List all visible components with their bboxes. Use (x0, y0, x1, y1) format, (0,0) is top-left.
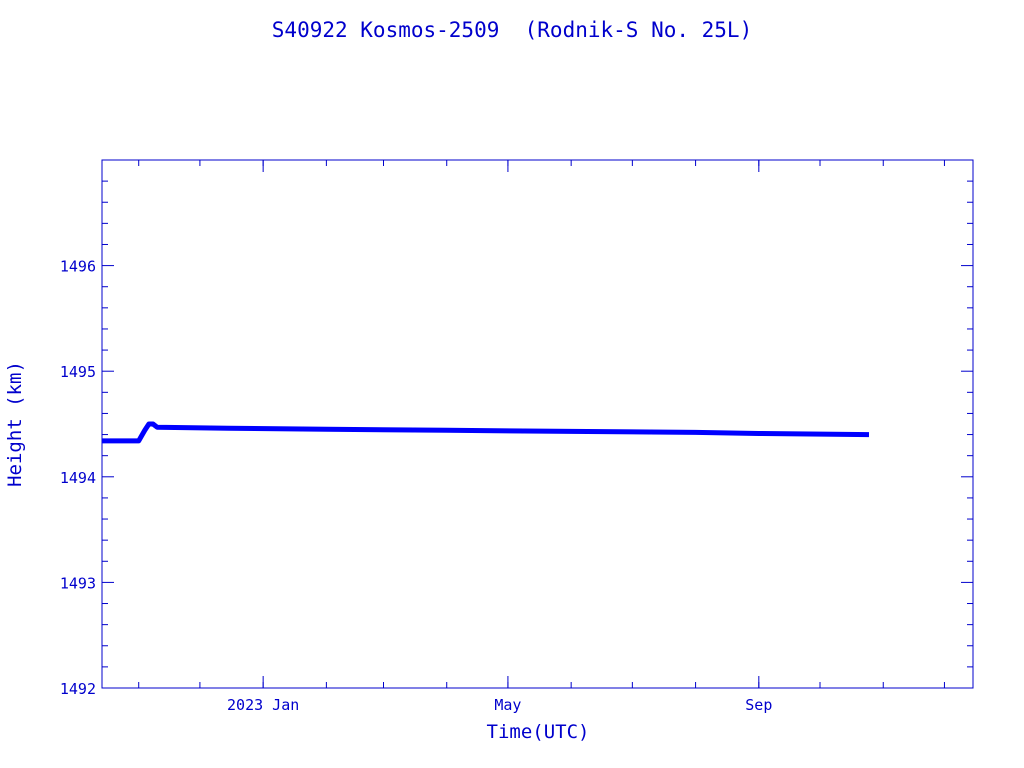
series-line-0 (102, 421, 870, 444)
x-axis-label: Time(UTC) (487, 721, 590, 743)
y-axis-ticks: 1492 1493 1494 1495 1496 (60, 159, 973, 698)
x-tick-label: Sep (745, 696, 772, 714)
y-tick-label: 1494 (60, 469, 96, 487)
x-axis-ticks: 2023 Jan May Sep (138, 160, 945, 714)
y-tick-label: 1495 (60, 363, 96, 381)
x-tick-label: 2023 Jan (227, 696, 299, 714)
series-layer (102, 421, 870, 444)
y-tick-label: 1496 (60, 258, 96, 276)
chart-title: S40922 Kosmos-2509 (Rodnik-S No. 25L) (272, 18, 752, 42)
x-tick-label: May (494, 696, 521, 714)
y-axis-label: Height (km) (4, 361, 26, 487)
plot-frame (101, 159, 974, 689)
y-tick-label: 1493 (60, 574, 96, 592)
y-tick-label: 1492 (60, 680, 96, 698)
